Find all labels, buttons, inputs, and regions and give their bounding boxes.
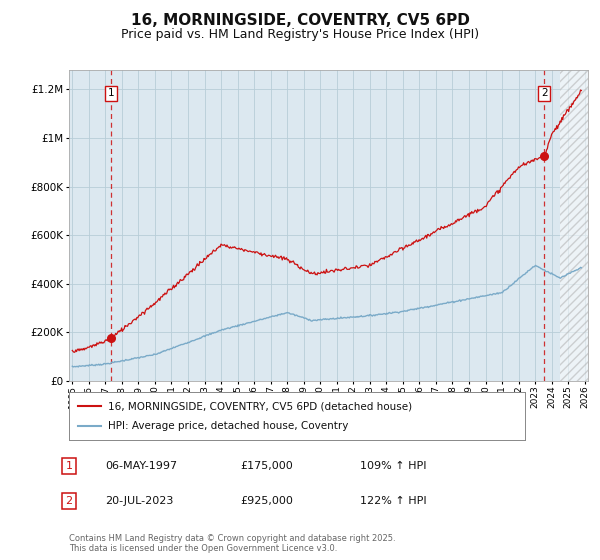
Bar [560,70,588,381]
Text: 2: 2 [541,88,548,99]
Text: Contains HM Land Registry data © Crown copyright and database right 2025.
This d: Contains HM Land Registry data © Crown c… [69,534,395,553]
Text: Price paid vs. HM Land Registry's House Price Index (HPI): Price paid vs. HM Land Registry's House … [121,28,479,41]
Text: 06-MAY-1997: 06-MAY-1997 [105,461,177,471]
Text: 1: 1 [65,461,73,471]
Text: £175,000: £175,000 [240,461,293,471]
Text: 122% ↑ HPI: 122% ↑ HPI [360,496,427,506]
Text: HPI: Average price, detached house, Coventry: HPI: Average price, detached house, Cove… [108,421,348,431]
Bar [560,70,588,381]
Text: 2: 2 [65,496,73,506]
Text: 16, MORNINGSIDE, COVENTRY, CV5 6PD: 16, MORNINGSIDE, COVENTRY, CV5 6PD [131,13,469,28]
Text: £925,000: £925,000 [240,496,293,506]
Text: 109% ↑ HPI: 109% ↑ HPI [360,461,427,471]
Text: 20-JUL-2023: 20-JUL-2023 [105,496,173,506]
Text: 16, MORNINGSIDE, COVENTRY, CV5 6PD (detached house): 16, MORNINGSIDE, COVENTRY, CV5 6PD (deta… [108,402,412,411]
Text: 1: 1 [108,88,115,99]
